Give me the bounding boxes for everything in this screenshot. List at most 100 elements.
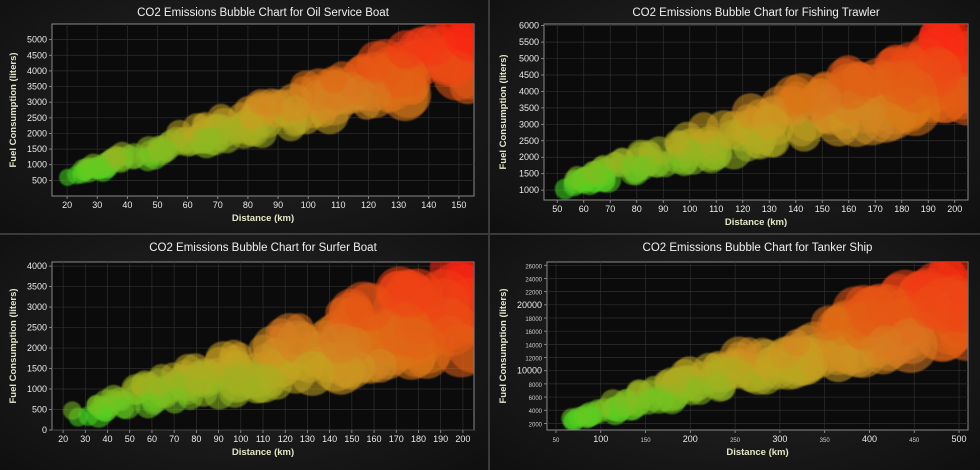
x-tick-label: 90 <box>214 434 224 444</box>
bubble[interactable] <box>183 361 217 394</box>
bubble[interactable] <box>782 329 811 357</box>
x-tick-label: 150 <box>815 204 830 214</box>
bubble[interactable] <box>105 145 127 167</box>
bubble[interactable] <box>319 323 360 364</box>
x-tick-label: 130 <box>762 204 777 214</box>
bubble[interactable] <box>431 315 468 351</box>
x-tick-label: 70 <box>605 204 615 214</box>
y-tick-label: 3000 <box>27 97 47 107</box>
x-tick-label: 120 <box>735 204 750 214</box>
x-tick-label: 130 <box>391 200 406 210</box>
bubble[interactable] <box>572 406 592 426</box>
x-tick-label: 140 <box>421 200 436 210</box>
y-tick-label: 4000 <box>529 409 543 415</box>
bubble[interactable] <box>848 286 899 337</box>
bubble[interactable] <box>218 366 256 403</box>
bubble[interactable] <box>564 169 585 190</box>
y-tick-label: 2500 <box>27 113 47 123</box>
bubble[interactable] <box>581 161 606 187</box>
bubble[interactable] <box>89 157 112 180</box>
x-tick-label: 400 <box>862 434 877 444</box>
bubble[interactable] <box>641 388 663 411</box>
x-tick-label: 50 <box>552 204 562 214</box>
bubble[interactable] <box>121 146 145 170</box>
x-tick-label: 30 <box>92 200 102 210</box>
bubble[interactable] <box>787 117 821 152</box>
bubble[interactable] <box>256 364 284 391</box>
x-tick-label: 150 <box>451 200 466 210</box>
bubble[interactable] <box>688 112 720 143</box>
x-tick-label: 80 <box>632 204 642 214</box>
y-tick-label: 5500 <box>519 37 539 47</box>
y-tick-label: 5000 <box>519 54 539 64</box>
bubble-chart-tanker-ship: 50 100 150 200 250 300 350 400 450 500 2000 4000 600… <box>498 242 969 458</box>
bubble[interactable] <box>810 305 847 341</box>
bubble[interactable] <box>621 155 649 183</box>
y-tick-label: 3500 <box>27 282 47 292</box>
x-tick-label: 90 <box>658 204 668 214</box>
bubble[interactable] <box>612 389 640 416</box>
y-tick-label: 3500 <box>27 82 47 92</box>
y-tick-label: 2000 <box>27 343 47 353</box>
bubble[interactable] <box>717 119 747 150</box>
bubble[interactable] <box>344 75 375 107</box>
bubble[interactable] <box>359 51 391 83</box>
bubble[interactable] <box>319 66 347 94</box>
bubble-series <box>59 15 490 186</box>
bubble[interactable] <box>384 269 433 318</box>
bubble[interactable] <box>63 401 82 420</box>
bubble[interactable] <box>162 388 188 414</box>
bubble[interactable] <box>664 130 689 155</box>
chart-title: CO2 Emissions Bubble Chart for Oil Servi… <box>137 7 390 19</box>
bubble[interactable] <box>879 60 926 106</box>
x-tick-label: 60 <box>147 434 157 444</box>
bubble[interactable] <box>290 351 335 396</box>
bubble-chart-surfer-boat: 20 30 40 50 60 70 80 90 100 110 120 130 140 150 160 170… <box>8 242 475 458</box>
bubble[interactable] <box>736 337 762 363</box>
x-tick-label: 350 <box>820 438 831 444</box>
y-tick-label: 6000 <box>529 396 543 402</box>
y-tick-label: 18000 <box>525 317 542 323</box>
y-tick-label: 1500 <box>519 169 539 179</box>
bubble[interactable] <box>605 152 626 173</box>
bubble[interactable] <box>86 394 107 415</box>
bubble[interactable] <box>662 368 688 395</box>
y-tick-label: 1500 <box>27 144 47 154</box>
bubble[interactable] <box>446 15 490 62</box>
bubble[interactable] <box>191 127 222 159</box>
y-tick-label: 1000 <box>27 160 47 170</box>
x-tick-label: 100 <box>682 204 697 214</box>
bubble[interactable] <box>752 104 789 141</box>
x-tick-label: 170 <box>868 204 883 214</box>
y-tick-label: 12000 <box>525 357 542 363</box>
x-tick-label: 70 <box>169 434 179 444</box>
x-tick-label: 50 <box>553 438 560 444</box>
bubble[interactable] <box>386 30 426 69</box>
bubble[interactable] <box>345 282 394 331</box>
bubble[interactable] <box>281 95 310 124</box>
y-axis-title: Fuel Consumption (liters) <box>8 52 19 167</box>
bubble[interactable] <box>112 397 135 419</box>
bubble[interactable] <box>811 84 842 115</box>
bubble[interactable] <box>257 88 286 117</box>
y-tick-label: 3000 <box>27 302 47 312</box>
x-tick-label: 110 <box>331 200 345 210</box>
chart-title: CO2 Emissions Bubble Chart for Surfer Bo… <box>149 242 377 254</box>
x-tick-label: 140 <box>322 434 337 444</box>
y-tick-label: 2000 <box>529 422 543 428</box>
bubble[interactable] <box>703 372 730 399</box>
bubble[interactable] <box>781 73 822 114</box>
x-tick-label: 160 <box>841 204 856 214</box>
x-tick-label: 60 <box>579 204 589 214</box>
x-tick-label: 90 <box>273 200 283 210</box>
bubble[interactable] <box>156 139 179 162</box>
y-tick-label: 2500 <box>519 136 539 146</box>
bubble[interactable] <box>868 325 902 359</box>
bubble-series <box>561 262 968 430</box>
bubble[interactable] <box>135 391 162 419</box>
x-tick-label: 60 <box>183 200 193 210</box>
bubble[interactable] <box>909 285 952 328</box>
y-tick-label: 4500 <box>519 70 539 80</box>
y-tick-label: 16000 <box>525 330 542 336</box>
